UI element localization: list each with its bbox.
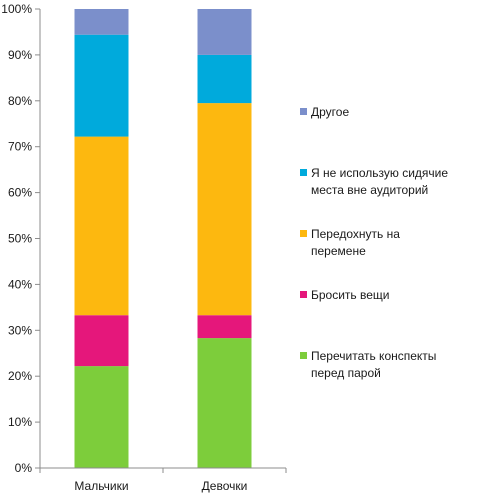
x-tick-label: Мальчики: [74, 479, 128, 493]
y-tick-label: 90%: [8, 48, 32, 62]
y-tick-label: 50%: [8, 232, 32, 246]
y-tick-label: 60%: [8, 186, 32, 200]
y-tick-label: 100%: [1, 2, 32, 16]
bar-segment: [74, 136, 129, 316]
legend-label: перемене: [311, 244, 366, 258]
x-tick-label: Девочки: [202, 479, 248, 493]
legend-label: Я не использую сидячие: [311, 166, 448, 180]
y-tick-label: 20%: [8, 369, 32, 383]
bar-segment: [197, 103, 252, 316]
legend-swatch: [300, 291, 307, 298]
legend-swatch: [300, 108, 307, 115]
legend-label: Передохнуть на: [311, 227, 400, 241]
legend-swatch: [300, 169, 307, 176]
y-tick-label: 0%: [15, 461, 33, 475]
legend-swatch: [300, 230, 307, 237]
bars-group: [74, 9, 252, 468]
bar-segment: [197, 338, 252, 468]
legend-swatch: [300, 352, 307, 359]
legend-label: Бросить вещи: [311, 288, 390, 302]
legend: Другое Я не использую сидячие места вне ау…: [300, 105, 448, 380]
bar-segment: [197, 54, 252, 104]
y-tick-label: 30%: [8, 323, 32, 337]
bar-segment: [74, 9, 129, 35]
y-tick-label: 70%: [8, 140, 32, 154]
bar-segment: [74, 315, 129, 367]
bar-segment: [197, 315, 252, 339]
legend-label: места вне аудиторий: [311, 183, 428, 197]
legend-label: Перечитать конспекты: [311, 349, 436, 363]
axes-group: Мальчики Девочки 0% 10% 20% 30% 40% 50% 60% 70% 80…: [1, 2, 287, 493]
bar-segment: [197, 9, 252, 55]
y-tick-label: 80%: [8, 94, 32, 108]
legend-label: Другое: [311, 105, 349, 119]
bar-segment: [74, 366, 129, 468]
y-tick-label: 10%: [8, 415, 32, 429]
legend-label: перед парой: [311, 366, 381, 380]
bar-segment: [74, 34, 129, 137]
y-tick-label: 40%: [8, 277, 32, 291]
